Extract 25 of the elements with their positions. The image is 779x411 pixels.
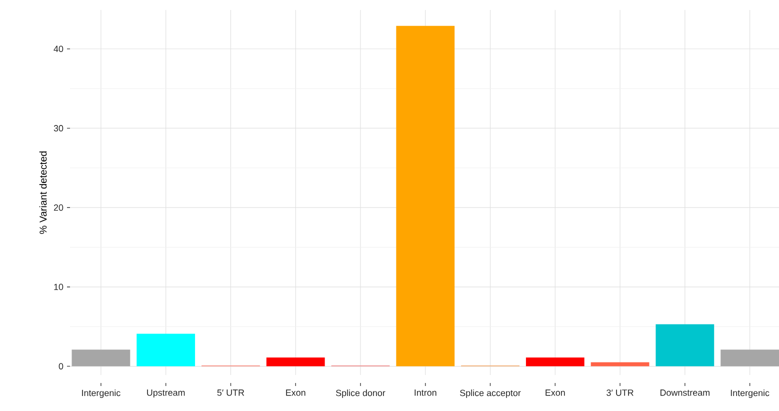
x-tick-label: Intron xyxy=(414,390,436,396)
bar xyxy=(590,362,650,366)
x-tick-label: Intergenic xyxy=(82,390,120,398)
bar xyxy=(656,324,714,366)
x-tick-label: Exon xyxy=(286,390,306,396)
bar xyxy=(136,334,196,366)
y-axis-title: % Variant detected xyxy=(39,151,47,234)
x-tick-label: Exon xyxy=(546,390,565,396)
bar xyxy=(396,26,455,366)
x-tick-label: Intergenic xyxy=(730,390,770,398)
x-tick-label: Splice acceptor xyxy=(460,390,521,398)
bar xyxy=(72,350,130,366)
bar xyxy=(266,358,325,366)
x-tick-label: 3′ UTR xyxy=(606,390,634,396)
x-tick-label: Splice donor xyxy=(336,390,386,398)
y-tick-label: 30 xyxy=(54,125,64,132)
y-tick-label: 40 xyxy=(54,46,64,52)
bar xyxy=(720,350,779,366)
x-tick-label: Upstream xyxy=(147,390,185,398)
bar xyxy=(526,358,584,366)
y-tick-label: 20 xyxy=(54,204,64,211)
x-tick-label: Downstream xyxy=(660,390,710,396)
y-tick-label: 10 xyxy=(54,284,64,290)
y-tick-label: 0 xyxy=(58,363,64,370)
x-tick-label: 5′ UTR xyxy=(217,390,244,396)
